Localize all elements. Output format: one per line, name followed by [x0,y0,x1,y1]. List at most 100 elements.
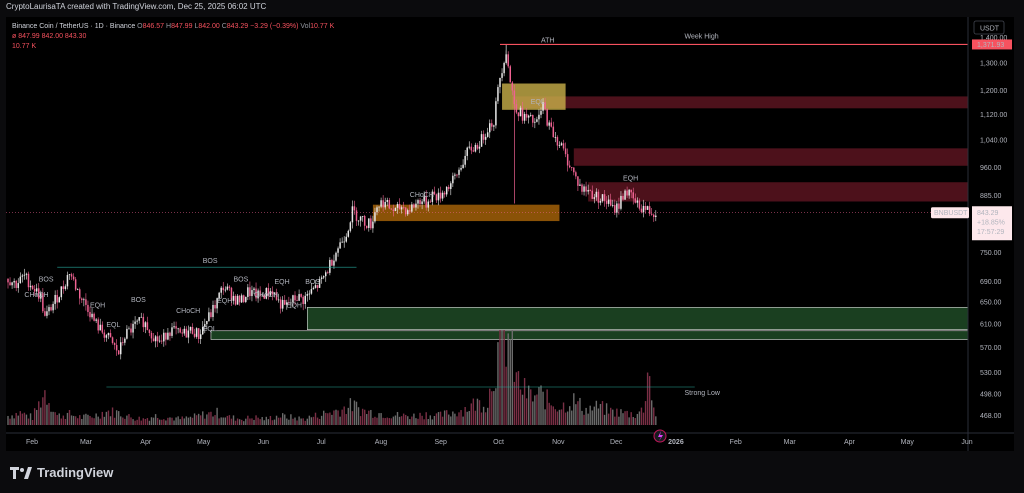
candle-body[interactable] [208,312,210,322]
chart-frame[interactable]: ATH Week High Strong Low BOS BOS CHoCH EQH EQL B… [6,17,1014,451]
candle-body[interactable] [366,225,368,228]
candle-body[interactable] [271,291,274,295]
candle-body[interactable] [407,210,409,215]
candle-body[interactable] [93,313,95,321]
candle-body[interactable] [583,186,585,192]
candle-body[interactable] [31,285,34,289]
candle-body[interactable] [281,299,284,309]
candle-body[interactable] [466,147,468,156]
candle-body[interactable] [117,350,120,355]
candle-body[interactable] [568,165,571,168]
candle-body[interactable] [298,294,300,301]
candle-body[interactable] [89,312,91,318]
candle-body[interactable] [562,143,565,149]
candle-body[interactable] [605,200,608,204]
candle-body[interactable] [454,174,456,176]
candle-body[interactable] [314,285,317,288]
candle-body[interactable] [126,328,128,339]
candle-body[interactable] [234,295,237,305]
candle-body[interactable] [76,289,79,291]
candle-body[interactable] [359,216,362,221]
candle-body[interactable] [433,191,436,195]
candle-body[interactable] [396,203,399,208]
candle-body[interactable] [552,126,555,138]
candle-body[interactable] [589,189,591,191]
candle-body[interactable] [177,328,179,330]
candle-body[interactable] [304,295,307,305]
candle-body[interactable] [530,114,532,116]
candle-body[interactable] [247,287,249,297]
candle-body[interactable] [347,230,350,237]
candle-body[interactable] [124,338,126,343]
candle-body[interactable] [650,213,653,215]
candle-body[interactable] [632,192,635,199]
candle-body[interactable] [277,299,280,301]
candle-body[interactable] [532,114,534,123]
candle-body[interactable] [458,169,460,175]
candle-body[interactable] [575,172,577,177]
candle-body[interactable] [169,332,171,336]
candle-body[interactable] [341,241,343,243]
candle-body[interactable] [81,298,83,301]
candle-body[interactable] [146,322,149,330]
candle-body[interactable] [525,113,528,118]
candle-body[interactable] [85,299,87,305]
candle-body[interactable] [618,203,620,209]
candle-body[interactable] [642,205,645,213]
candle-body[interactable] [44,311,46,316]
candle-body[interactable] [83,299,85,301]
candle-body[interactable] [275,292,278,300]
candle-body[interactable] [171,327,173,336]
candle-body[interactable] [400,207,403,210]
candle-body[interactable] [587,189,589,192]
candle-body[interactable] [456,174,458,176]
candle-body[interactable] [17,283,20,288]
candle-body[interactable] [343,241,345,243]
candle-body[interactable] [556,137,559,146]
candle-body[interactable] [579,184,581,186]
candle-body[interactable] [23,274,26,276]
candle-body[interactable] [95,319,97,321]
candle-body[interactable] [353,206,356,211]
candle-body[interactable] [152,338,155,342]
candle-body[interactable] [50,307,52,311]
candle-body[interactable] [320,277,323,279]
candle-body[interactable] [536,119,538,122]
candle-body[interactable] [113,342,116,346]
candle-body[interactable] [612,205,614,206]
candle-body[interactable] [290,302,292,304]
candle-body[interactable] [460,168,462,170]
candle-body[interactable] [52,303,54,311]
candle-body[interactable] [66,275,69,287]
candle-body[interactable] [226,286,229,290]
candle-body[interactable] [292,295,294,303]
candle-body[interactable] [72,276,75,280]
candle-body[interactable] [655,215,657,218]
candle-body[interactable] [527,115,530,118]
candle-body[interactable] [79,289,81,299]
candle-body[interactable] [265,288,268,299]
candle-body[interactable] [286,302,288,305]
candle-body[interactable] [107,333,110,336]
candle-body[interactable] [48,307,50,312]
candle-body[interactable] [294,295,296,301]
candle-body[interactable] [372,221,374,229]
candle-body[interactable] [339,242,341,249]
candle-body[interactable] [148,329,151,333]
candle-body[interactable] [495,101,497,126]
candle-body[interactable] [202,326,204,335]
candle-body[interactable] [521,107,524,121]
candle-body[interactable] [142,316,145,328]
candle-body[interactable] [411,204,413,212]
candle-body[interactable] [478,146,481,149]
candle-body[interactable] [101,324,104,333]
candle-body[interactable] [316,285,319,288]
candle-body[interactable] [507,54,509,67]
candle-body[interactable] [181,332,184,334]
symbol-title[interactable]: Binance Coin / TetherUS · 1D · Binance [12,23,136,30]
candle-body[interactable] [644,205,647,210]
candle-body[interactable] [7,278,9,283]
candle-body[interactable] [99,324,102,331]
candle-body[interactable] [402,207,405,209]
candle-body[interactable] [195,328,198,337]
